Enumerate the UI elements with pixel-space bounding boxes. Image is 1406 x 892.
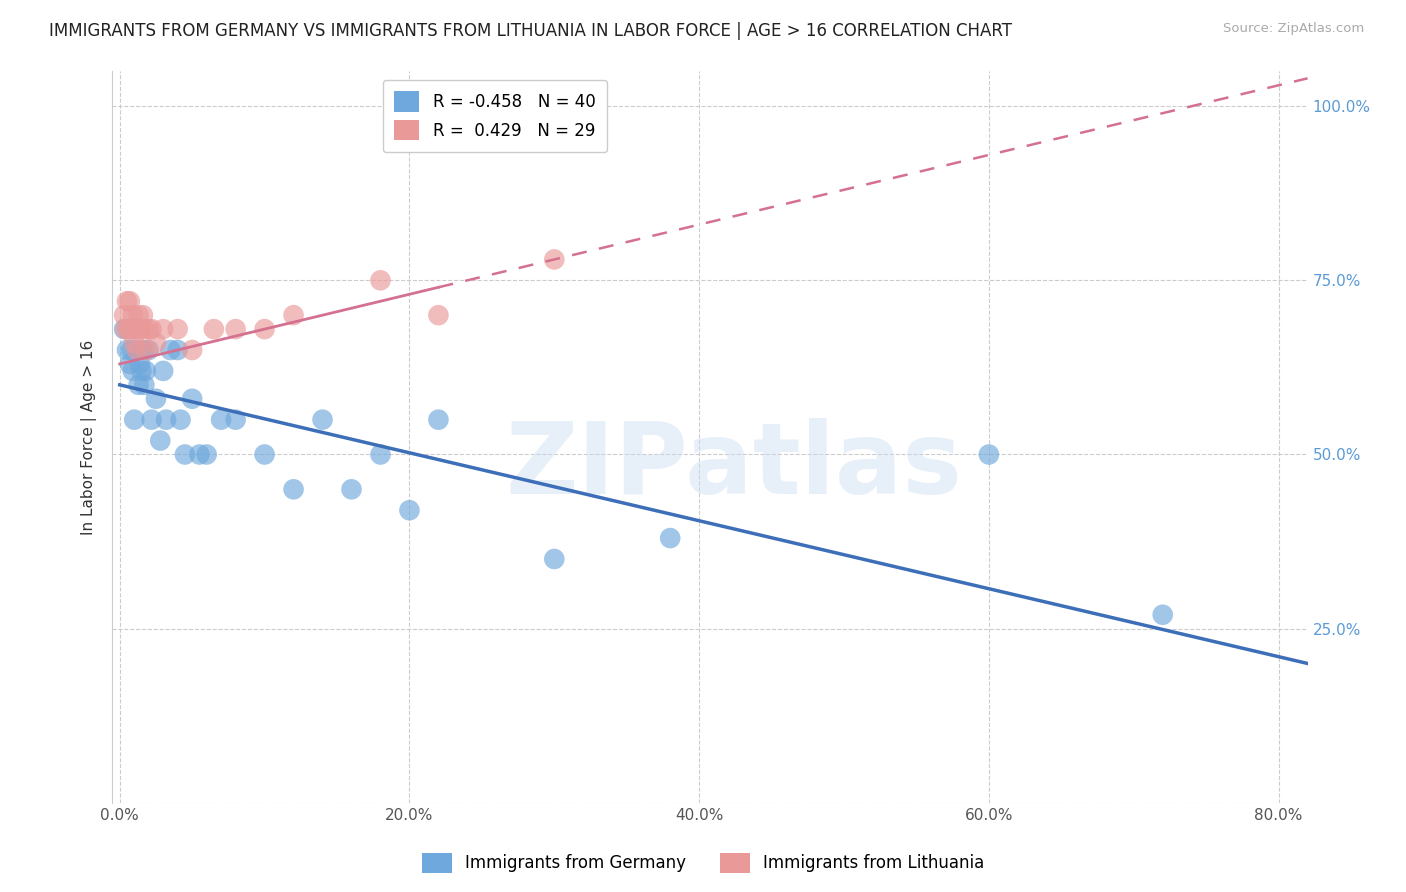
Point <box>134 322 156 336</box>
Point <box>543 252 565 267</box>
Point <box>121 308 143 322</box>
Text: IMMIGRANTS FROM GERMANY VS IMMIGRANTS FROM LITHUANIA IN LABOR FORCE | AGE > 16 C: IMMIGRANTS FROM GERMANY VS IMMIGRANTS FR… <box>49 22 1012 40</box>
Point <box>112 322 135 336</box>
Legend: R = -0.458   N = 40, R =  0.429   N = 29: R = -0.458 N = 40, R = 0.429 N = 29 <box>382 79 607 152</box>
Point <box>370 448 392 462</box>
Point <box>311 412 333 426</box>
Point <box>128 377 150 392</box>
Point <box>124 322 146 336</box>
Point <box>118 357 141 371</box>
Point <box>152 364 174 378</box>
Point <box>283 483 305 497</box>
Point <box>659 531 682 545</box>
Point <box>131 322 153 336</box>
Y-axis label: In Labor Force | Age > 16: In Labor Force | Age > 16 <box>80 340 97 534</box>
Point <box>135 343 157 357</box>
Point <box>131 364 153 378</box>
Point <box>181 343 204 357</box>
Point <box>155 412 177 426</box>
Point <box>141 322 163 336</box>
Point <box>166 322 188 336</box>
Point <box>129 357 152 371</box>
Point <box>427 412 450 426</box>
Point <box>120 343 142 357</box>
Point <box>1152 607 1174 622</box>
Point <box>188 448 211 462</box>
Point <box>120 322 142 336</box>
Point <box>127 343 149 357</box>
Point <box>129 322 152 336</box>
Point <box>122 336 145 351</box>
Point <box>118 294 141 309</box>
Point <box>225 412 247 426</box>
Point <box>166 343 188 357</box>
Point <box>134 377 156 392</box>
Legend: Immigrants from Germany, Immigrants from Lithuania: Immigrants from Germany, Immigrants from… <box>415 847 991 880</box>
Point <box>159 343 181 357</box>
Point <box>132 343 155 357</box>
Point <box>152 322 174 336</box>
Point <box>253 448 276 462</box>
Point <box>195 448 218 462</box>
Point <box>138 343 160 357</box>
Text: ZIPatlas: ZIPatlas <box>506 417 962 515</box>
Point <box>128 308 150 322</box>
Point <box>117 322 139 336</box>
Point <box>141 412 163 426</box>
Point <box>121 364 143 378</box>
Point <box>122 322 145 336</box>
Point <box>174 448 197 462</box>
Point <box>225 322 247 336</box>
Point <box>122 412 145 426</box>
Point <box>543 552 565 566</box>
Point <box>283 308 305 322</box>
Point <box>115 343 138 357</box>
Point <box>427 308 450 322</box>
Point <box>132 308 155 322</box>
Point <box>253 322 276 336</box>
Point <box>209 412 232 426</box>
Point <box>398 503 420 517</box>
Point <box>370 273 392 287</box>
Point <box>115 294 138 309</box>
Point <box>202 322 225 336</box>
Point <box>169 412 191 426</box>
Point <box>135 364 157 378</box>
Point <box>181 392 204 406</box>
Point <box>138 322 160 336</box>
Point <box>149 434 172 448</box>
Point <box>340 483 363 497</box>
Point <box>145 336 167 351</box>
Point <box>112 308 135 322</box>
Point <box>145 392 167 406</box>
Point <box>127 343 149 357</box>
Point <box>977 448 1000 462</box>
Point <box>114 322 136 336</box>
Text: Source: ZipAtlas.com: Source: ZipAtlas.com <box>1223 22 1364 36</box>
